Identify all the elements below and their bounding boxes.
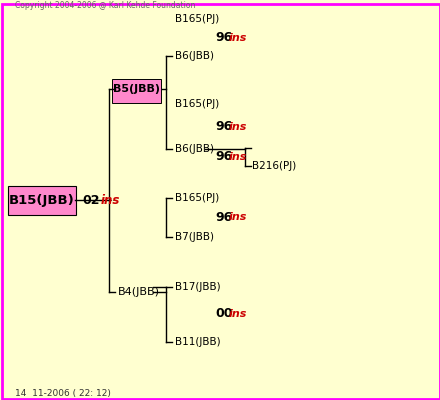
Text: 00: 00 — [216, 308, 233, 320]
Text: B4(JBB): B4(JBB) — [118, 287, 160, 297]
Text: ins: ins — [229, 212, 247, 222]
Text: B15(JBB): B15(JBB) — [9, 194, 75, 207]
Text: 14  11-2006 ( 22: 12): 14 11-2006 ( 22: 12) — [15, 389, 110, 398]
Text: B165(PJ): B165(PJ) — [175, 99, 219, 109]
Text: B6(JBB): B6(JBB) — [175, 51, 214, 61]
Text: B165(PJ): B165(PJ) — [175, 14, 219, 24]
Text: B7(JBB): B7(JBB) — [175, 232, 214, 242]
FancyBboxPatch shape — [8, 186, 76, 215]
Text: B11(JBB): B11(JBB) — [175, 336, 220, 346]
Text: ins: ins — [229, 122, 247, 132]
Text: Copyright 2004-2006 @ Karl Kehde Foundation: Copyright 2004-2006 @ Karl Kehde Foundat… — [15, 1, 195, 10]
Text: 02: 02 — [83, 194, 100, 207]
Text: 96: 96 — [216, 150, 233, 164]
Text: B216(PJ): B216(PJ) — [252, 161, 297, 171]
Text: 96: 96 — [216, 31, 233, 44]
FancyBboxPatch shape — [112, 79, 161, 103]
Text: ins: ins — [229, 309, 247, 319]
Text: B17(JBB): B17(JBB) — [175, 282, 220, 292]
Text: 96: 96 — [216, 211, 233, 224]
Text: ins: ins — [100, 194, 120, 207]
Text: B5(JBB): B5(JBB) — [113, 84, 160, 94]
Text: ins: ins — [229, 152, 247, 162]
Text: B6(JBB): B6(JBB) — [175, 144, 214, 154]
Text: B165(PJ): B165(PJ) — [175, 192, 219, 202]
Text: 96: 96 — [216, 120, 233, 133]
Text: ins: ins — [229, 32, 247, 42]
